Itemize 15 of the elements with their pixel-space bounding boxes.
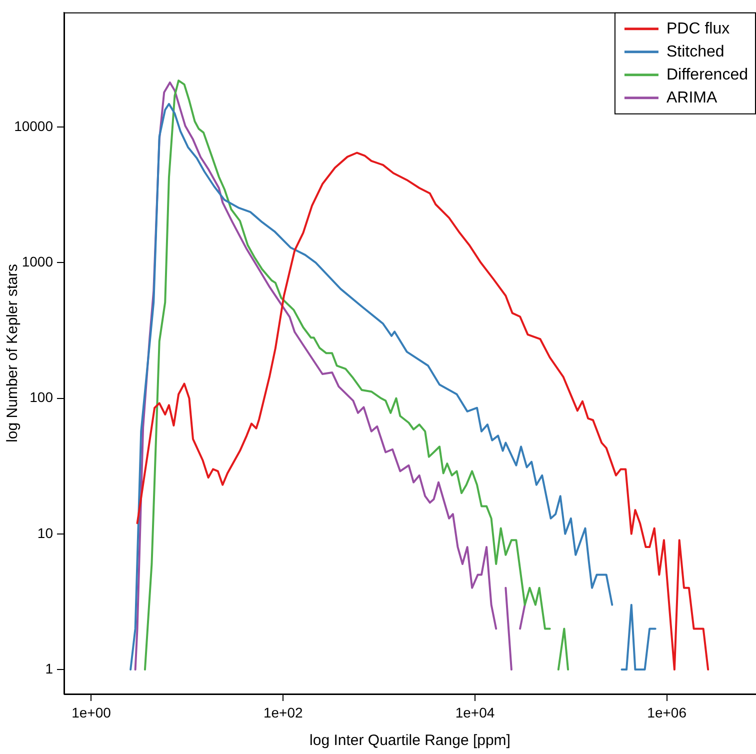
x-tick-label: 1e+00	[72, 704, 112, 720]
y-axis-title: log Number of Kepler stars	[4, 264, 22, 442]
legend-label: Stitched	[666, 43, 724, 60]
x-axis-title: log Inter Quartile Range [ppm]	[310, 732, 510, 750]
y-tick-label: 1000	[22, 254, 54, 270]
x-tick-label: 1e+04	[455, 704, 495, 720]
x-tick-label: 1e+06	[647, 704, 687, 720]
x-tick-label: 1e+02	[263, 704, 303, 720]
legend-label: Differenced	[666, 66, 748, 84]
y-tick-label: 10000	[14, 118, 54, 134]
y-tick-label: 100	[30, 389, 54, 406]
legend-label: PDC flux	[666, 20, 730, 38]
legend-label: ARIMA	[666, 89, 718, 106]
y-tick-label: 10	[37, 524, 54, 541]
y-tick-label: 1	[45, 660, 54, 676]
